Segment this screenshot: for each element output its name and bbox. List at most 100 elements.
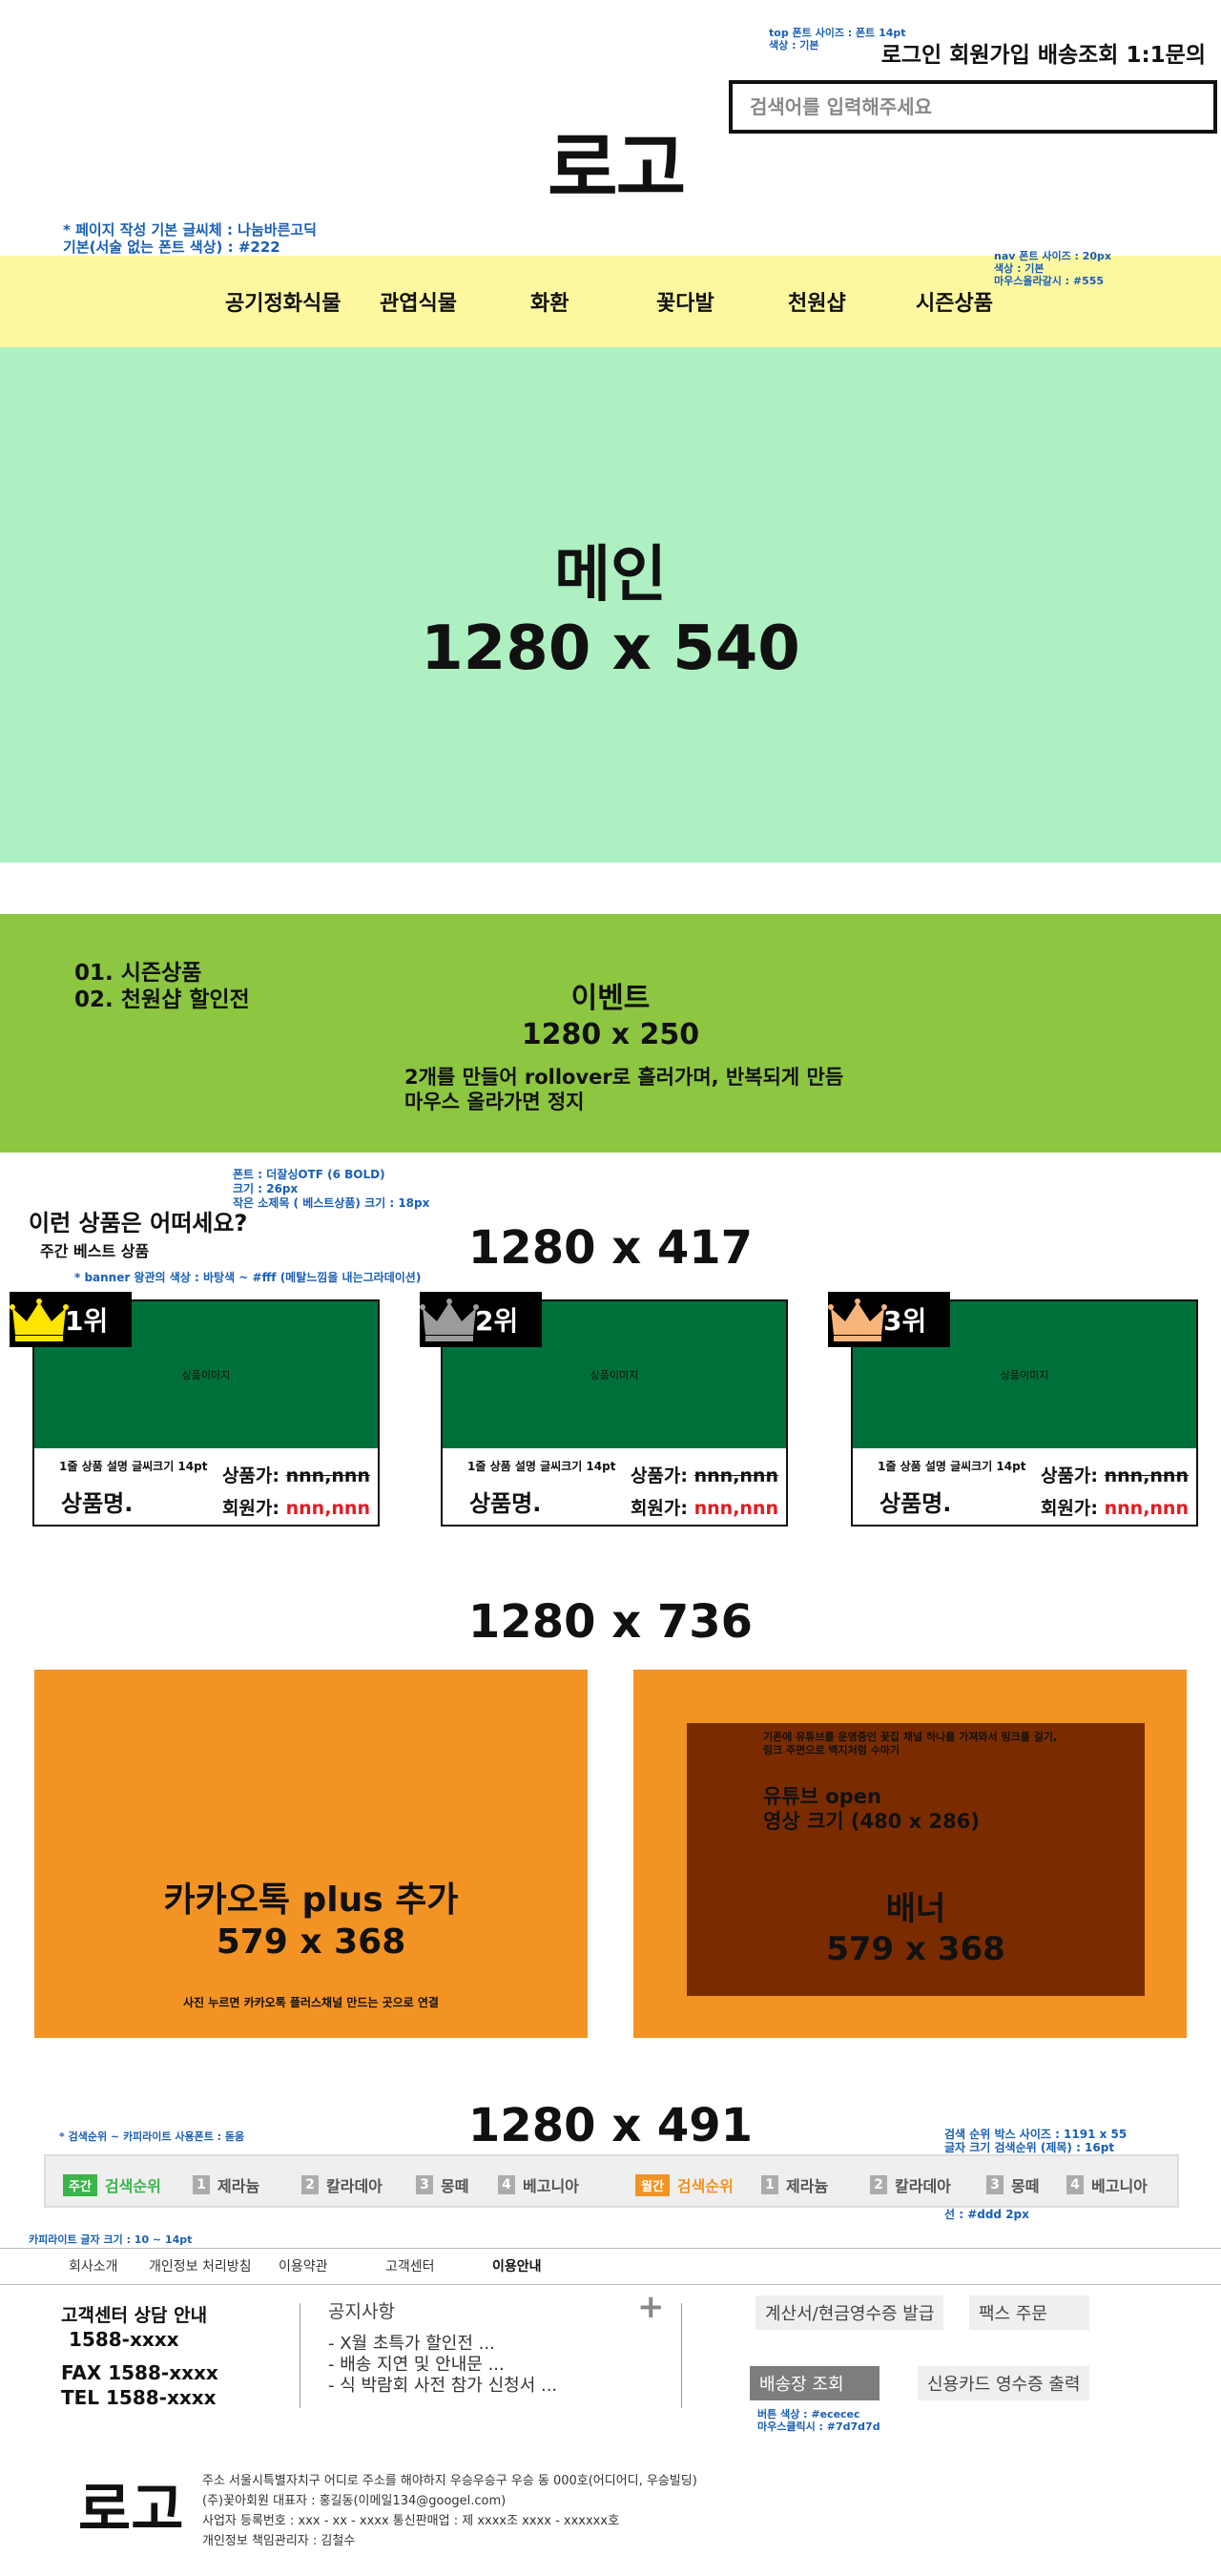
event-desc-line: 2개를 만들어 rollover로 흘러가며, 반복되게 만듬	[404, 1066, 844, 1089]
fax-order-button[interactable]: 팩스 주문	[969, 2296, 1089, 2330]
footer-link-terms[interactable]: 이용약관	[279, 2259, 328, 2275]
banner-section-size: 1280 x 736	[467, 1595, 754, 1649]
search-ranking-bar: 주간 검색순위 1 제라늄 2 칼라데아 3 몽떼 4 베고니아 월간 검색순위 1 제라…	[44, 2154, 1179, 2208]
product-card-2[interactable]: 상품이미지 1줄 상품 설명 글씨크기 14pt 상품명. 상품가: nnn,n…	[441, 1299, 788, 1527]
youtube-video-size: 영상 크기 (480 x 286)	[763, 1810, 980, 1833]
search-input[interactable]	[750, 95, 1213, 118]
kakao-plus-banner[interactable]: 카카오톡 plus 추가 579 x 368 사진 누르면 카카오톡 플러스채널…	[34, 1670, 588, 2038]
product-desc: 1줄 상품 설명 글씨크기 14pt	[467, 1460, 616, 1473]
footer-link-company[interactable]: 회사소개	[69, 2259, 118, 2275]
weekly-rank-item[interactable]: 1 제라늄	[193, 2173, 259, 2196]
notice-item[interactable]: - 배송 지연 및 안내문 ...	[328, 2355, 505, 2375]
monthly-rank-item[interactable]: 3 몽떼	[986, 2173, 1039, 2196]
rank-keyword: 제라늄	[786, 2177, 829, 2195]
product-name[interactable]: 상품명.	[469, 1490, 542, 1517]
nav-item-season[interactable]: 시즌상품	[916, 292, 993, 316]
rank-label: 3위	[883, 1305, 927, 1337]
monthly-rank-item[interactable]: 4 베고니아	[1066, 2173, 1148, 2196]
rank-number: 4	[498, 2175, 515, 2194]
product-desc: 1줄 상품 설명 글씨크기 14pt	[59, 1460, 208, 1473]
copyright-font-note: 카피라이트 글자 크기 : 10 ~ 14pt	[29, 2233, 193, 2246]
nav-item-wreath[interactable]: 화환	[530, 292, 569, 316]
notice-more-button[interactable]: +	[637, 2288, 665, 2326]
best-section-size: 1280 x 417	[467, 1221, 754, 1275]
weekly-rank-item[interactable]: 3 몽떼	[416, 2173, 468, 2196]
youtube-note: 기존에 유튜브를 운영중인 꽃집 채널 하나를 가져와서 링크를 걸기, 링크 …	[763, 1731, 1058, 1756]
footer-link-privacy[interactable]: 개인정보 처리방침	[149, 2259, 252, 2275]
main-banner-size: 1280 x 540	[421, 613, 800, 684]
notice-title: 공지사항	[328, 2301, 395, 2322]
footer-link-customer-center[interactable]: 고객센터	[385, 2259, 435, 2275]
monthly-label: 검색순위	[676, 2177, 734, 2195]
company-registration: 사업자 등록번호 : xxx - xx - xxxx 통신판매업 : 제 xxx…	[202, 2514, 620, 2528]
price-label: 상품가:	[221, 1465, 279, 1486]
youtube-banner[interactable]: 기존에 유튜브를 운영중인 꽃집 채널 하나를 가져와서 링크를 걸기, 링크 …	[633, 1670, 1187, 2038]
product-name[interactable]: 상품명.	[880, 1490, 952, 1517]
product-name[interactable]: 상품명.	[61, 1490, 134, 1517]
nav-item-foliage[interactable]: 관엽식물	[380, 292, 457, 316]
weekly-rank-item[interactable]: 2 칼라데아	[301, 2173, 383, 2196]
rank-number: 2	[301, 2175, 319, 2194]
gold-crown-icon	[10, 1298, 69, 1341]
main-banner-title: 메인	[554, 540, 667, 611]
event-list-item[interactable]: 02. 천원샵 할인전	[74, 987, 250, 1012]
rank-number: 4	[1066, 2175, 1084, 2194]
card-receipt-button[interactable]: 신용카드 영수증 출력	[918, 2366, 1090, 2400]
inquiry-link[interactable]: 1:1문의	[1126, 43, 1206, 68]
notice-item[interactable]: - X월 초특가 할인전 ...	[328, 2334, 495, 2354]
rank-number: 2	[870, 2175, 887, 2194]
signup-link[interactable]: 회원가입	[949, 43, 1030, 68]
price-label: 상품가:	[1040, 1465, 1098, 1486]
rank-number: 1	[193, 2175, 210, 2194]
member-price: 회원가: nnn,nnn	[631, 1494, 778, 1520]
event-list: 01. 시즌상품 02. 천원샵 할인전	[74, 960, 250, 1013]
rank-number: 3	[416, 2175, 433, 2194]
page-font-note: * 페이지 작성 기본 글씨체 : 나눔바른고딕 기본(서술 없는 폰트 색상)…	[63, 221, 317, 256]
footer-divider	[0, 2248, 1221, 2249]
event-banner[interactable]: 01. 시즌상품 02. 천원샵 할인전 이벤트 1280 x 250 2개를 …	[0, 914, 1221, 1153]
rank-keyword: 칼라데아	[326, 2177, 383, 2195]
monthly-rank-item[interactable]: 1 제라늄	[761, 2173, 828, 2196]
event-size: 1280 x 250	[521, 1018, 700, 1051]
rank-badge-1: 1위	[10, 1292, 132, 1347]
member-price-value: nnn,nnn	[285, 1498, 370, 1519]
nav-item-air-plants[interactable]: 공기정화식물	[225, 292, 341, 316]
bronze-crown-icon	[828, 1298, 887, 1341]
button-color-note: 버튼 색상 : #ececec 마우스클릭시 : #7d7d7d	[757, 2408, 880, 2433]
site-logo[interactable]: 로고	[548, 124, 686, 213]
privacy-manager: 개인정보 책임관리자 : 김철수	[202, 2534, 356, 2548]
ranking-font-note: * 검색순위 ~ 카피라이트 사용폰트 : 돋움	[59, 2130, 245, 2143]
member-price-label: 회원가:	[1040, 1498, 1098, 1519]
best-section-subtitle: 주간 베스트 상품	[40, 1242, 150, 1260]
receipt-issue-button[interactable]: 계산서/현금영수증 발급	[755, 2296, 944, 2330]
nav-item-1000-shop[interactable]: 천원샵	[788, 292, 846, 316]
delivery-tracking-link[interactable]: 배송조회	[1037, 43, 1119, 68]
event-list-item[interactable]: 01. 시즌상품	[74, 961, 202, 986]
top-links: 로그인 회원가입 배송조회 1:1문의	[881, 36, 1206, 69]
nav-item-bouquet[interactable]: 꽃다발	[656, 292, 714, 316]
main-nav	[0, 256, 1221, 347]
rank-keyword: 베고니아	[1091, 2177, 1148, 2195]
delivery-lookup-button[interactable]: 배송장 조회	[750, 2366, 880, 2400]
cs-number: 1588-xxxx	[69, 2328, 179, 2351]
login-link[interactable]: 로그인	[880, 43, 942, 68]
monthly-rank-item[interactable]: 2 칼라데아	[870, 2173, 951, 2196]
footer-divider	[0, 2284, 1221, 2285]
cs-title: 고객센터 상담 안내	[61, 2305, 208, 2326]
member-price-value: nnn,nnn	[1104, 1498, 1189, 1519]
product-price: 상품가: nnn,nnn	[222, 1462, 370, 1487]
youtube-video-area[interactable]: 기존에 유튜브를 운영중인 꽃집 채널 하나를 가져와서 링크를 걸기, 링크 …	[687, 1723, 1145, 1996]
footer-logo[interactable]: 로고	[78, 2477, 184, 2544]
banner-title-text: 배너	[885, 1890, 946, 1928]
best-section-title: 이런 상품은 어떠세요?	[29, 1210, 248, 1236]
footer-vertical-divider	[681, 2303, 682, 2408]
top-font-note: top 폰트 사이즈 : 폰트 14pt 색상 : 기본	[769, 27, 906, 52]
main-banner[interactable]: 메인 1280 x 540	[0, 347, 1221, 862]
best-font-note: 폰트 : 더잘싱OTF (6 BOLD) 크기 : 26px 작은 소제목 ( …	[233, 1168, 430, 1210]
footer-link-guide[interactable]: 이용안내	[492, 2259, 542, 2275]
cs-fax: FAX 1588-xxxx	[61, 2361, 218, 2384]
notice-item[interactable]: - 식 박람회 사전 참가 신청서 ...	[328, 2376, 558, 2396]
weekly-rank-item[interactable]: 4 베고니아	[498, 2173, 579, 2196]
company-ceo: (주)꽃아회원 대표자 : 홍길동(이메일134@googel.com)	[202, 2494, 507, 2508]
kakao-subtext: 사진 누르면 카카오톡 플러스채널 만드는 곳으로 연결	[183, 1996, 439, 2009]
